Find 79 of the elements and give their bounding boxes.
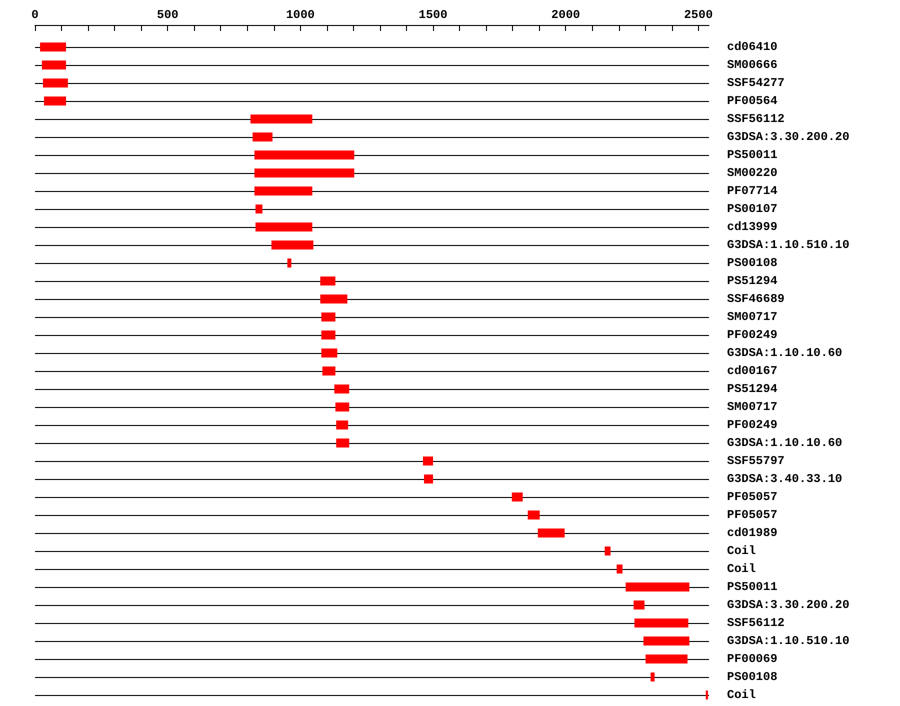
bar [650, 672, 655, 682]
y-tick-label: G3DSA:1.10.10.60 [727, 346, 842, 360]
y-tick-label: Coil [727, 688, 756, 702]
bar [646, 654, 688, 664]
y-tick-label: SSF56112 [727, 112, 785, 126]
y-tick-label: cd13999 [727, 220, 778, 234]
y-tick-label: G3DSA:3.30.200.20 [727, 130, 850, 144]
y-tick-label: PS50011 [727, 148, 778, 162]
bar [271, 240, 314, 250]
bar [40, 42, 66, 52]
y-tick-label: cd06410 [727, 40, 778, 54]
y-tick-label: PF00249 [727, 328, 778, 342]
x-tick-label: 0 [31, 8, 39, 22]
bar [422, 456, 434, 466]
bar [334, 384, 350, 394]
bar [254, 186, 312, 196]
y-tick-label: SSF46689 [727, 292, 785, 306]
x-tick-label: 1000 [286, 8, 315, 22]
y-tick-label: PF07714 [727, 184, 778, 198]
y-tick-label: SM00717 [727, 310, 778, 324]
y-tick-label: SM00220 [727, 166, 778, 180]
bar [256, 204, 262, 214]
bar [626, 582, 690, 592]
y-tick-label: PF00069 [727, 652, 778, 666]
y-tick-label: G3DSA:3.40.33.10 [727, 472, 842, 486]
y-tick-label: PS00108 [727, 670, 778, 684]
bar [643, 636, 690, 646]
bar [634, 618, 688, 628]
bar [528, 510, 540, 520]
bar [44, 96, 66, 106]
bar [604, 546, 611, 556]
y-tick-label: PF00564 [727, 94, 778, 108]
y-tick-label: PS51294 [727, 274, 778, 288]
bar [320, 294, 348, 304]
y-tick-label: cd01989 [727, 526, 778, 540]
bar [336, 420, 348, 430]
y-tick-label: Coil [727, 562, 756, 576]
y-tick-label: G3DSA:1.10.510.10 [727, 634, 850, 648]
y-tick-label: cd00167 [727, 364, 778, 378]
bar [42, 78, 68, 88]
bar [424, 474, 434, 484]
y-tick-label: PS00108 [727, 256, 778, 270]
x-tick-label: 2000 [551, 8, 580, 22]
bar [321, 312, 336, 322]
bar [320, 276, 336, 286]
y-tick-label: PS50011 [727, 580, 778, 594]
y-tick-label: SSF56112 [727, 616, 785, 630]
x-tick-label: 1500 [418, 8, 448, 22]
bar [254, 150, 354, 160]
bar [321, 330, 336, 340]
y-tick-label: G3DSA:1.10.10.60 [727, 436, 842, 450]
y-tick-label: PS00107 [727, 202, 778, 216]
y-tick-label: PF05057 [727, 490, 778, 504]
y-tick-label: G3DSA:1.10.510.10 [727, 238, 850, 252]
y-tick-label: SSF55797 [727, 454, 785, 468]
bar [254, 168, 354, 178]
bar [252, 132, 272, 142]
bar [336, 438, 350, 448]
y-tick-label: G3DSA:3.30.200.20 [727, 598, 850, 612]
x-tick-label: 2500 [684, 8, 713, 22]
x-tick-label: 500 [156, 8, 178, 22]
bar [321, 348, 338, 358]
bar [287, 258, 292, 268]
bar [256, 222, 312, 232]
bar [538, 528, 565, 538]
bar [250, 114, 312, 124]
y-tick-label: PS51294 [727, 382, 778, 396]
bar [42, 60, 66, 70]
bar [322, 366, 336, 376]
bar [335, 402, 350, 412]
y-tick-label: PF00249 [727, 418, 778, 432]
y-tick-label: SM00666 [727, 58, 778, 72]
bar [634, 600, 645, 610]
y-tick-label: Coil [727, 544, 756, 558]
bar [616, 564, 622, 574]
y-tick-label: SM00717 [727, 400, 778, 414]
y-tick-label: SSF54277 [727, 76, 785, 90]
bar [512, 492, 523, 502]
y-tick-label: PF05057 [727, 508, 778, 522]
